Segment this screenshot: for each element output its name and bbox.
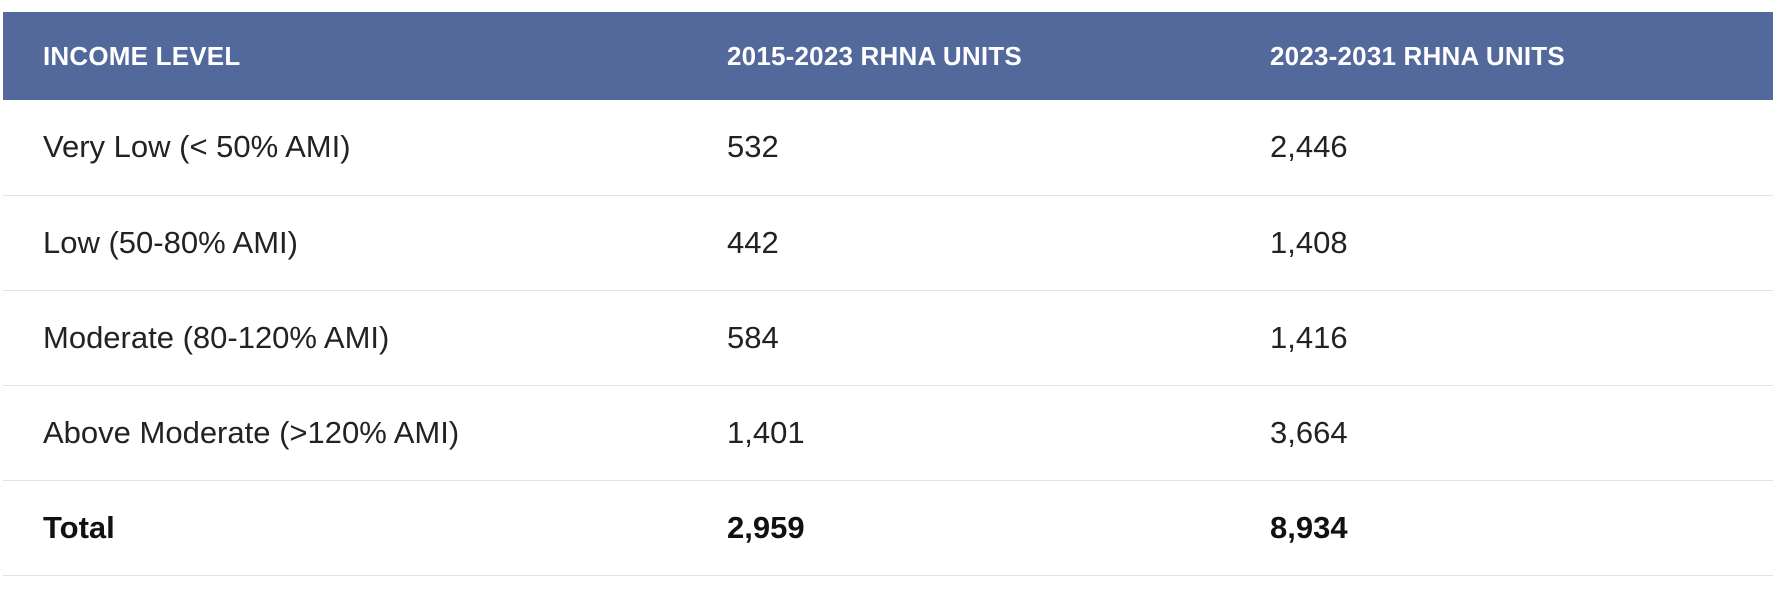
header-2015-2023-units: 2015-2023 RHNA UNITS xyxy=(727,40,1022,71)
income-level-cell: Above Moderate (>120% AMI) xyxy=(43,414,460,450)
table-row: Moderate (80-120% AMI) 584 1,416 xyxy=(3,290,1773,385)
total-2015-2023: 2,959 xyxy=(727,509,805,545)
units-2015-2023-cell: 532 xyxy=(727,129,779,165)
table-body: Very Low (< 50% AMI) 532 2,446 Low (50-8… xyxy=(3,100,1773,575)
units-2015-2023-cell: 584 xyxy=(727,319,779,355)
rhna-table-container: INCOME LEVEL 2015-2023 RHNA UNITS 2023-2… xyxy=(3,12,1773,576)
total-label: Total xyxy=(43,509,115,545)
total-row: Total 2,959 8,934 xyxy=(3,480,1773,575)
table-row: Low (50-80% AMI) 442 1,408 xyxy=(3,195,1773,290)
table-row: Above Moderate (>120% AMI) 1,401 3,664 xyxy=(3,385,1773,480)
table-header: INCOME LEVEL 2015-2023 RHNA UNITS 2023-2… xyxy=(3,12,1773,100)
units-2023-2031-cell: 1,408 xyxy=(1270,224,1348,260)
income-level-cell: Very Low (< 50% AMI) xyxy=(43,129,351,165)
header-2023-2031-units: 2023-2031 RHNA UNITS xyxy=(1270,40,1565,71)
rhna-table: INCOME LEVEL 2015-2023 RHNA UNITS 2023-2… xyxy=(3,12,1773,576)
units-2015-2023-cell: 1,401 xyxy=(727,414,805,450)
table-row: Very Low (< 50% AMI) 532 2,446 xyxy=(3,100,1773,195)
header-row: INCOME LEVEL 2015-2023 RHNA UNITS 2023-2… xyxy=(3,12,1773,100)
income-level-cell: Low (50-80% AMI) xyxy=(43,224,298,260)
income-level-cell: Moderate (80-120% AMI) xyxy=(43,319,390,355)
units-2023-2031-cell: 3,664 xyxy=(1270,414,1348,450)
units-2023-2031-cell: 1,416 xyxy=(1270,319,1348,355)
total-2023-2031: 8,934 xyxy=(1270,509,1348,545)
units-2023-2031-cell: 2,446 xyxy=(1270,129,1348,165)
header-income-level: INCOME LEVEL xyxy=(43,40,241,71)
units-2015-2023-cell: 442 xyxy=(727,224,779,260)
